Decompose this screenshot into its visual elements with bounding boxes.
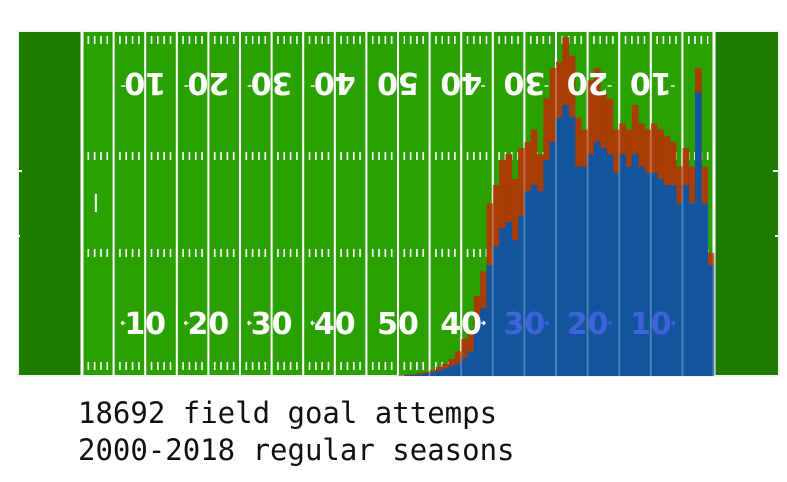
endzone-left: [18, 31, 82, 376]
bar-made-1: [707, 265, 715, 376]
bar-made-37: [480, 308, 487, 376]
bar-made-16: [612, 172, 620, 376]
bar-made-17: [606, 154, 614, 376]
yard-arrow: [481, 320, 486, 326]
bar-made-22: [574, 166, 582, 376]
caption-line-1: 18692 field goal attemps: [78, 396, 498, 430]
bar-made-24: [562, 104, 570, 376]
yard-number-top: 40: [314, 65, 356, 100]
bar-made-49: [404, 375, 412, 376]
bars: [398, 37, 715, 377]
bar-made-29: [530, 185, 538, 376]
yard-arrow: [247, 320, 252, 326]
yard-number-top-text: 20: [567, 65, 609, 100]
bar-made-28: [537, 191, 544, 376]
yard-number-bottom: 20: [188, 307, 230, 342]
yard-number-top: 10: [630, 65, 672, 100]
bar-made-47: [416, 374, 424, 376]
bar-made-46: [423, 373, 430, 376]
bar-made-25: [556, 117, 563, 376]
bar-made-9: [657, 178, 664, 376]
bar-made-18: [600, 148, 607, 376]
yard-number-top: 20: [188, 65, 230, 100]
bar-made-26: [549, 141, 557, 376]
yard-number-top-text: 30: [504, 65, 546, 100]
yard-number-top: 30: [504, 65, 546, 100]
yard-number-bottom: 10: [630, 307, 672, 342]
yard-number-top: 30: [251, 65, 293, 100]
bar-made-34: [499, 228, 506, 376]
yard-number-top: 20: [567, 65, 609, 100]
yard-number-bottom: 30: [504, 307, 546, 342]
bar-made-12: [638, 166, 645, 376]
bar-made-19: [593, 141, 601, 376]
bar-made-43: [442, 368, 449, 376]
yard-numbers: 10 20 30 40 50 40 30 20 10 10 20 30 40 50 40 30 20 10: [120, 65, 676, 342]
yard-arrow: [120, 320, 126, 326]
bar-made-48: [410, 375, 418, 376]
bar-made-27: [543, 160, 551, 376]
bar-made-30: [524, 191, 532, 376]
yard-number-bottom: 50: [377, 307, 419, 342]
yard-number-top-text: 50: [377, 65, 419, 100]
bar-made-13: [631, 154, 639, 376]
bar-made-14: [625, 166, 633, 376]
yard-arrow: [544, 320, 549, 326]
bar-made-7: [669, 185, 677, 376]
yard-number-top-text: 20: [188, 65, 230, 100]
bar-made-42: [448, 366, 456, 376]
bar-made-15: [619, 154, 626, 376]
yard-number-top-text: 40: [440, 65, 482, 100]
bar-made-21: [581, 166, 588, 376]
bar-made-31: [518, 215, 525, 376]
bar-made-40: [461, 357, 468, 376]
bar-made-6: [676, 203, 683, 376]
bar-made-4: [688, 203, 696, 376]
bar-made-38: [473, 326, 481, 376]
bar-made-41: [454, 363, 462, 376]
bar-made-8: [663, 185, 671, 376]
yard-number-bottom: 20: [567, 307, 609, 342]
yard-arrow: [183, 320, 189, 326]
yard-number-bottom: 40: [440, 307, 482, 342]
yard-number-bottom: 10: [124, 307, 166, 342]
yard-number-top-text: 10: [630, 65, 672, 100]
yard-number-top: 40: [440, 65, 482, 100]
bar-made-11: [644, 172, 652, 376]
yard-number-bottom: 40: [314, 307, 356, 342]
yard-lines-overlay: [80, 31, 716, 376]
bar-made-5: [682, 185, 690, 376]
bar-made-10: [650, 172, 658, 376]
endzone-right: [714, 31, 779, 376]
bar-attempts-49: [404, 374, 412, 376]
yard-arrow: [310, 320, 315, 326]
yard-number-top-text: 30: [251, 65, 293, 100]
bar-made-20: [587, 154, 595, 376]
bar-made-44: [435, 370, 443, 376]
bar-made-32: [511, 240, 519, 376]
bar-made-36: [486, 265, 494, 376]
bar-made-23: [568, 117, 576, 376]
yard-number-bottom: 30: [251, 307, 293, 342]
yard-arrow: [607, 320, 613, 326]
bar-made-3: [695, 92, 702, 376]
bar-made-33: [505, 221, 513, 376]
bar-made-2: [701, 203, 709, 376]
yard-number-top-text: 40: [314, 65, 356, 100]
yard-number-top-text: 10: [124, 65, 166, 100]
yard-number-top: 10: [124, 65, 166, 100]
caption-line-2: 2000-2018 regular seasons: [78, 433, 515, 467]
bar-made-35: [492, 246, 500, 376]
yard-number-top: 50: [377, 65, 419, 100]
yard-arrow: [670, 320, 676, 326]
football-field-chart: 10 20 30 40 50 40 30 20 10 10 20 30 40 50 40 30 20 10: [17, 30, 780, 377]
bar-made-39: [467, 351, 475, 376]
bar-made-45: [429, 372, 437, 376]
